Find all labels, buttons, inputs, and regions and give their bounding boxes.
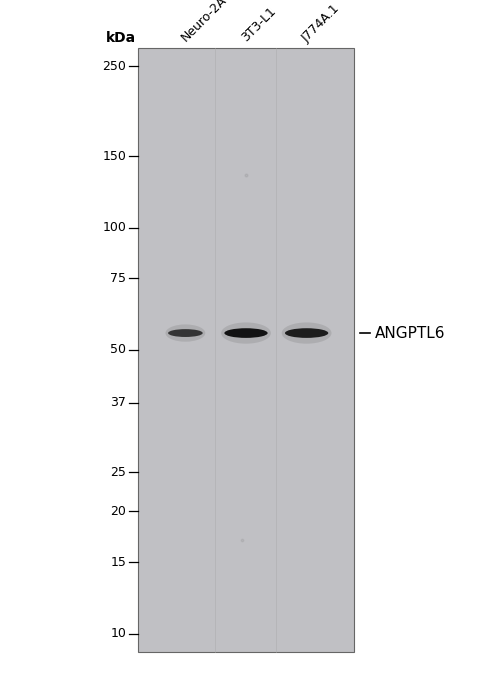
Text: 37: 37 xyxy=(111,397,126,410)
Text: ANGPTL6: ANGPTL6 xyxy=(375,326,445,340)
Ellipse shape xyxy=(165,324,205,342)
Text: 15: 15 xyxy=(111,556,126,569)
Text: J774A.1: J774A.1 xyxy=(300,2,343,45)
Text: 20: 20 xyxy=(111,505,126,518)
Ellipse shape xyxy=(224,328,268,338)
Text: 75: 75 xyxy=(110,272,126,285)
Text: kDa: kDa xyxy=(106,31,136,45)
Text: 250: 250 xyxy=(102,60,126,73)
Text: 50: 50 xyxy=(110,344,126,356)
Text: 100: 100 xyxy=(102,221,126,234)
Bar xyxy=(138,48,354,652)
Text: 25: 25 xyxy=(111,466,126,479)
Ellipse shape xyxy=(282,322,332,344)
Text: Neuro-2A: Neuro-2A xyxy=(179,0,229,45)
Text: 10: 10 xyxy=(111,627,126,640)
Text: 3T3-L1: 3T3-L1 xyxy=(239,5,279,45)
Ellipse shape xyxy=(168,329,203,337)
Text: 150: 150 xyxy=(102,150,126,163)
Ellipse shape xyxy=(221,322,271,344)
Ellipse shape xyxy=(285,328,328,338)
